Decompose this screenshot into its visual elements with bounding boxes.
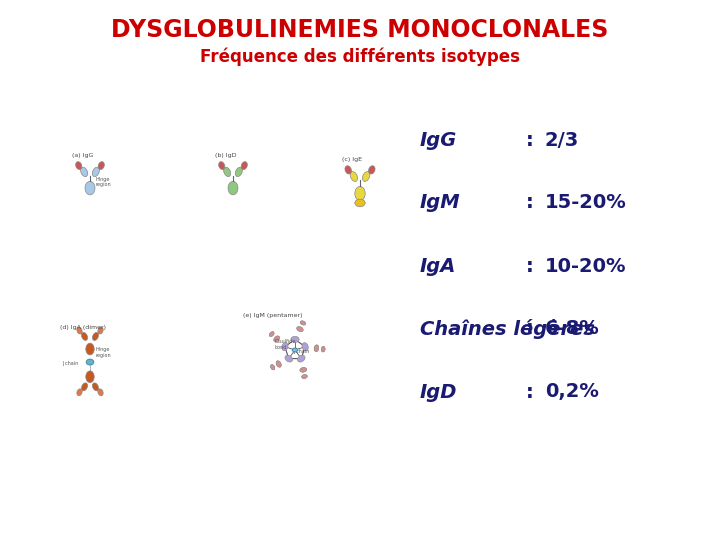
Ellipse shape — [321, 346, 325, 352]
Ellipse shape — [300, 368, 307, 372]
Text: Disulfide
bond: Disulfide bond — [274, 339, 295, 350]
Text: J chain: J chain — [293, 349, 310, 354]
Ellipse shape — [92, 383, 99, 391]
Ellipse shape — [321, 346, 325, 352]
Ellipse shape — [271, 364, 275, 370]
Ellipse shape — [285, 355, 292, 362]
Ellipse shape — [219, 161, 225, 170]
Ellipse shape — [86, 371, 94, 383]
Text: :: : — [526, 320, 534, 339]
Ellipse shape — [314, 345, 319, 352]
Ellipse shape — [81, 167, 88, 177]
Ellipse shape — [355, 199, 365, 207]
Ellipse shape — [300, 321, 305, 325]
Text: 6-8%: 6-8% — [545, 320, 600, 339]
Text: (c) IgE: (c) IgE — [342, 157, 362, 163]
Text: 15-20%: 15-20% — [545, 193, 626, 213]
Ellipse shape — [274, 336, 279, 342]
Ellipse shape — [98, 327, 103, 334]
Ellipse shape — [297, 327, 303, 332]
Text: :: : — [526, 382, 534, 402]
Ellipse shape — [291, 336, 300, 342]
Ellipse shape — [276, 361, 282, 367]
Ellipse shape — [269, 332, 274, 336]
Ellipse shape — [269, 332, 274, 336]
Ellipse shape — [77, 327, 82, 334]
Text: IgM: IgM — [420, 193, 461, 213]
Ellipse shape — [282, 342, 288, 351]
Text: Hinge
region: Hinge region — [96, 177, 112, 187]
Ellipse shape — [228, 181, 238, 195]
Text: (b) IgD: (b) IgD — [215, 153, 236, 158]
Text: (d) IgA (dimer): (d) IgA (dimer) — [60, 325, 106, 330]
Ellipse shape — [297, 355, 305, 362]
Text: IgG: IgG — [420, 131, 457, 150]
Ellipse shape — [92, 333, 99, 340]
Text: 2/3: 2/3 — [545, 131, 580, 150]
Ellipse shape — [300, 368, 307, 372]
Text: :: : — [526, 193, 534, 213]
Ellipse shape — [98, 161, 104, 170]
Text: 10-20%: 10-20% — [545, 256, 626, 275]
Text: :: : — [526, 131, 534, 150]
Ellipse shape — [81, 333, 88, 340]
Ellipse shape — [302, 342, 308, 351]
Ellipse shape — [224, 167, 230, 177]
Ellipse shape — [98, 389, 103, 396]
Text: Chaînes légères: Chaînes légères — [420, 319, 595, 339]
Ellipse shape — [350, 172, 358, 181]
Text: Fréquence des différents isotypes: Fréquence des différents isotypes — [200, 48, 520, 66]
Ellipse shape — [355, 186, 365, 200]
Ellipse shape — [362, 172, 370, 181]
Ellipse shape — [81, 383, 88, 391]
Text: J chain: J chain — [62, 361, 78, 366]
Ellipse shape — [300, 321, 305, 325]
Ellipse shape — [235, 167, 243, 177]
Text: IgD: IgD — [420, 382, 457, 402]
Ellipse shape — [297, 327, 303, 332]
Ellipse shape — [274, 336, 279, 342]
Text: 0,2%: 0,2% — [545, 382, 599, 402]
Ellipse shape — [76, 161, 82, 170]
Ellipse shape — [302, 375, 307, 379]
Ellipse shape — [345, 166, 351, 174]
Ellipse shape — [77, 389, 82, 396]
Ellipse shape — [271, 364, 275, 370]
Ellipse shape — [276, 361, 282, 367]
Ellipse shape — [86, 343, 94, 355]
Ellipse shape — [314, 345, 319, 352]
Ellipse shape — [369, 166, 375, 174]
Text: Hinge
region: Hinge region — [95, 347, 111, 358]
Text: IgA: IgA — [420, 256, 456, 275]
Ellipse shape — [241, 161, 248, 170]
Text: DYSGLOBULINEMIES MONOCLONALES: DYSGLOBULINEMIES MONOCLONALES — [112, 18, 608, 42]
Ellipse shape — [85, 181, 95, 195]
Ellipse shape — [292, 348, 297, 352]
Ellipse shape — [86, 359, 94, 365]
Text: (e) IgM (pentamer): (e) IgM (pentamer) — [243, 313, 302, 318]
Text: :: : — [526, 256, 534, 275]
Text: (a) IgG: (a) IgG — [72, 153, 94, 158]
Ellipse shape — [92, 167, 99, 177]
Ellipse shape — [302, 375, 307, 379]
